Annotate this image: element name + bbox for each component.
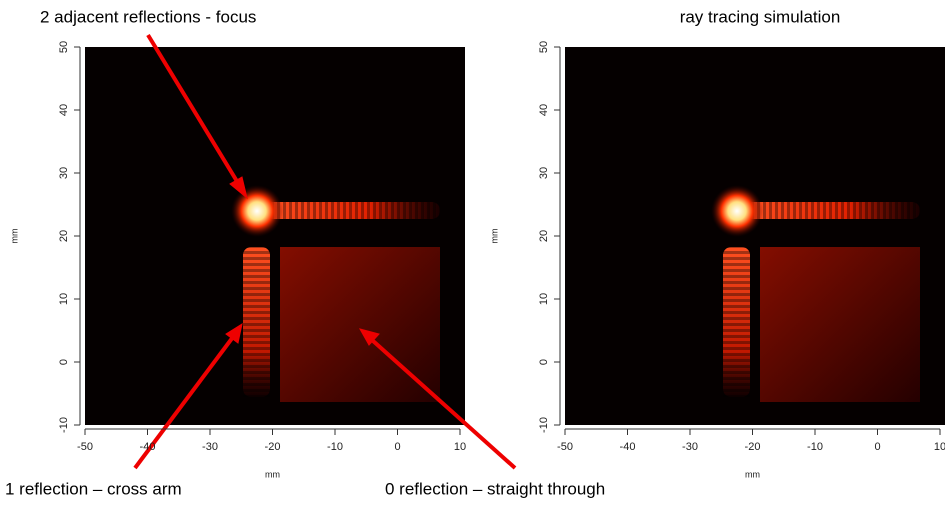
x-tick-label: 0 [394,441,400,453]
x-tick-label: -30 [202,441,218,453]
panel-image-right [565,47,945,425]
x-tick-label: -20 [745,441,761,453]
y-tick-label: 10 [538,293,550,305]
y-tick-label: 20 [58,230,70,242]
x-tick-label: -50 [77,441,93,453]
x-tick-label: 10 [454,441,466,453]
x-tick-label: -40 [620,441,636,453]
chart-title: ray tracing simulation [680,7,841,26]
x-tick-label: -50 [557,441,573,453]
y-tick-label: 30 [58,167,70,179]
x-tick-label: 10 [934,441,945,453]
x-tick-label: 0 [874,441,880,453]
y-tick-label: 40 [538,104,550,116]
annotation: 2 adjacent reflections - focus [40,7,256,26]
y-tick-label: 0 [58,359,70,365]
y-tick-label: -10 [58,417,70,433]
y-tick-label: 40 [58,104,70,116]
y-axis-label: mm [9,229,19,244]
y-tick-label: 50 [58,41,70,53]
x-tick-label: -10 [327,441,343,453]
x-tick-label: -10 [807,441,823,453]
y-tick-label: 10 [58,293,70,305]
arrows [133,33,517,470]
x-axis-label: mm [745,469,760,479]
annotation: 0 reflection – straight through [385,479,605,498]
panel-image-left [85,47,465,425]
x-tick-label: -40 [140,441,156,453]
y-tick-label: 30 [538,167,550,179]
y-tick-label: 50 [538,41,550,53]
x-axis-label: mm [265,469,280,479]
annotation: 1 reflection – cross arm [5,479,182,498]
y-axis-label: mm [489,229,499,244]
x-tick-label: -20 [265,441,281,453]
y-tick-label: 0 [538,359,550,365]
y-tick-label: 20 [538,230,550,242]
x-tick-label: -30 [682,441,698,453]
y-tick-label: -10 [538,417,550,433]
